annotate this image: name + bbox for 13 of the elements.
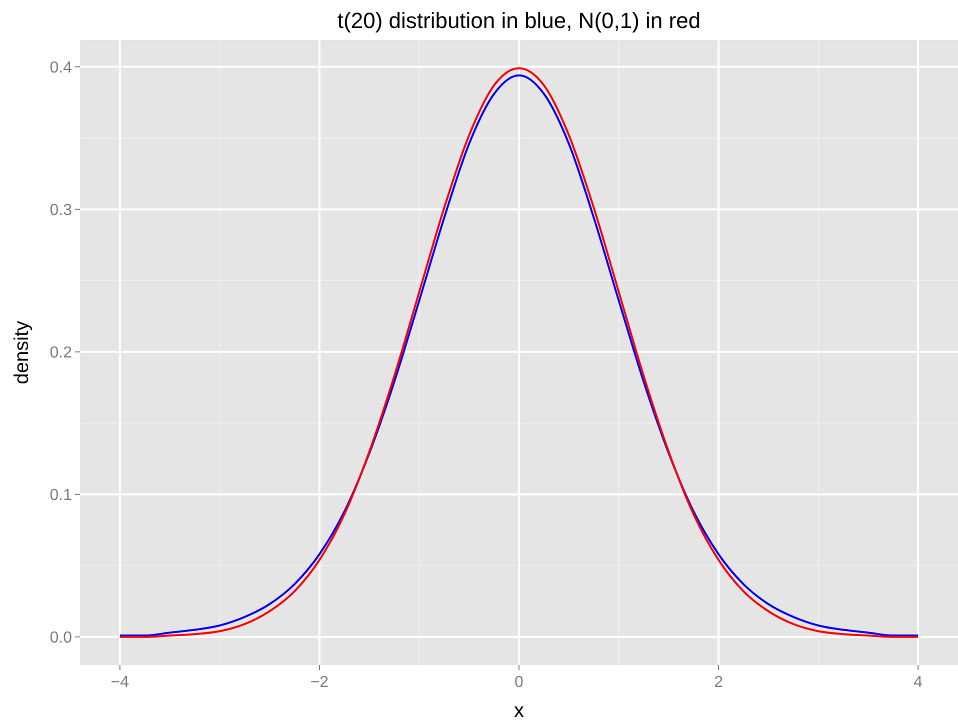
- x-tick-label: 4: [914, 674, 923, 691]
- x-tick-label: −2: [310, 674, 329, 691]
- y-axis-title: density: [11, 320, 33, 384]
- x-axis-title: x: [514, 700, 524, 722]
- chart-title: t(20) distribution in blue, N(0,1) in red: [337, 8, 701, 33]
- x-tick-label: −4: [110, 674, 130, 691]
- y-tick-label: 0.2: [50, 344, 72, 362]
- y-tick-label: 0.3: [50, 202, 72, 219]
- x-tick-label: 2: [714, 674, 724, 691]
- y-tick-label: 0.1: [50, 486, 72, 504]
- y-tick-label: 0.0: [50, 630, 72, 647]
- y-tick-label: 0.4: [50, 59, 72, 76]
- x-tick-label: 0: [514, 674, 524, 691]
